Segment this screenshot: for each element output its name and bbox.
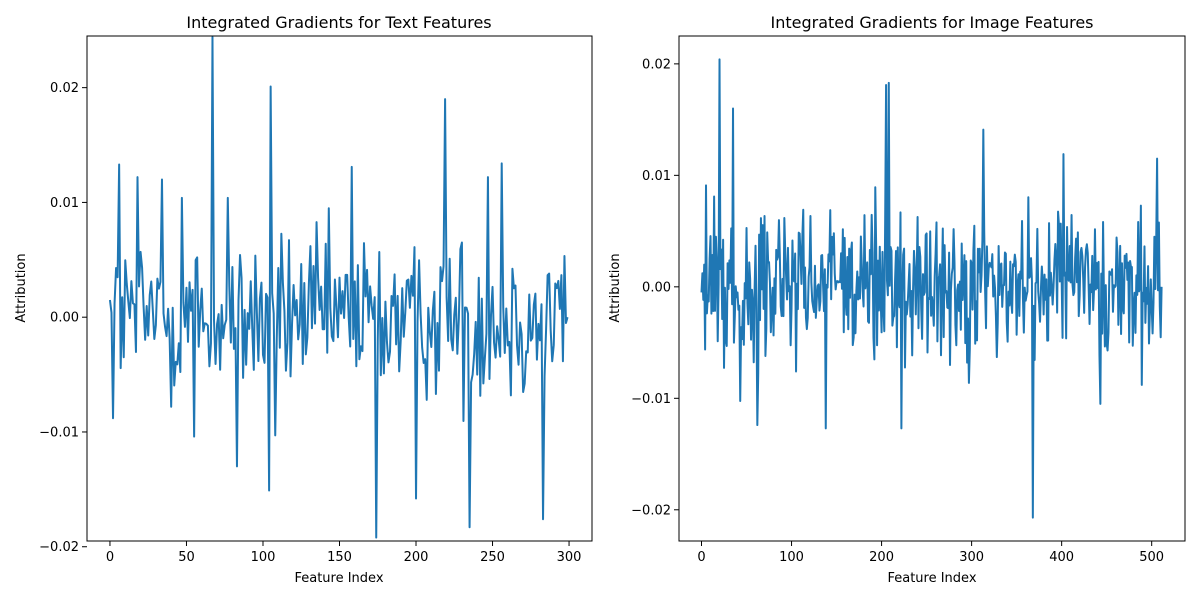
y-tick-label: −0.02 xyxy=(631,503,671,518)
x-tick-label: 400 xyxy=(1049,550,1074,565)
x-tick-label: 100 xyxy=(779,550,804,565)
y-axis: −0.02 −0.01 0.00 0.01 0.02 xyxy=(631,57,679,518)
x-axis-title: Feature Index xyxy=(294,571,383,586)
y-tick-label: −0.02 xyxy=(39,540,79,555)
y-tick-label: 0.01 xyxy=(642,169,671,184)
x-tick-label: 0 xyxy=(697,550,705,565)
axes-frame xyxy=(678,35,1186,542)
y-tick-label: −0.01 xyxy=(631,392,671,407)
y-axis-title: Attribution xyxy=(14,253,29,322)
text-features-panel: Integrated Gradients for Text Features 0… xyxy=(14,13,593,586)
series-line xyxy=(108,36,569,539)
x-tick-label: 500 xyxy=(1139,550,1164,565)
plot-area xyxy=(108,36,569,539)
x-axis-title: Feature Index xyxy=(887,571,976,586)
x-tick-label: 50 xyxy=(178,550,195,565)
x-tick-label: 300 xyxy=(557,550,582,565)
x-axis: 0 100 200 300 400 500 xyxy=(697,541,1164,565)
y-tick-label: −0.01 xyxy=(39,425,79,440)
x-tick-label: 200 xyxy=(404,550,429,565)
x-tick-label: 200 xyxy=(869,550,894,565)
x-tick-label: 0 xyxy=(106,550,114,565)
chart-title: Integrated Gradients for Text Features xyxy=(186,13,491,32)
y-axis: −0.02 −0.01 0.00 0.01 0.02 xyxy=(39,81,87,555)
y-tick-label: 0.01 xyxy=(50,196,79,211)
y-tick-label: 0.00 xyxy=(50,311,79,326)
series-line xyxy=(700,58,1163,519)
y-tick-label: 0.02 xyxy=(50,81,79,96)
image-features-panel: Integrated Gradients for Image Features … xyxy=(608,13,1186,586)
x-tick-label: 300 xyxy=(959,550,984,565)
x-axis: 0 50 100 150 200 250 300 xyxy=(106,541,582,565)
x-tick-label: 100 xyxy=(251,550,276,565)
x-tick-label: 250 xyxy=(480,550,505,565)
y-axis-title: Attribution xyxy=(608,253,623,322)
y-tick-label: 0.00 xyxy=(642,280,671,295)
plot-area xyxy=(700,58,1163,519)
y-tick-label: 0.02 xyxy=(642,57,671,72)
x-tick-label: 150 xyxy=(327,550,352,565)
chart-title: Integrated Gradients for Image Features xyxy=(770,13,1093,32)
